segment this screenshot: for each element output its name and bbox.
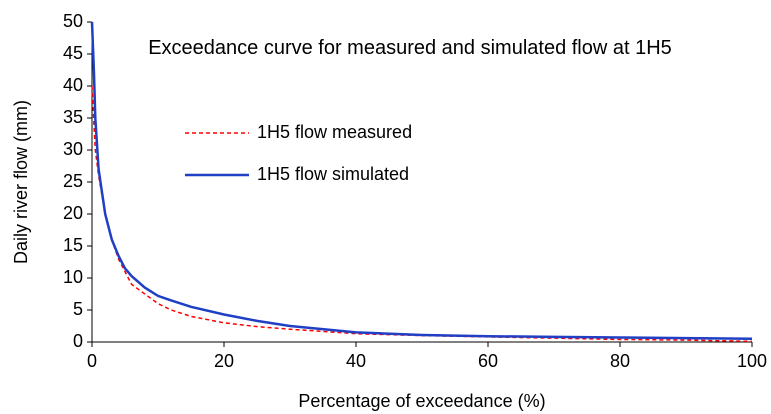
y-tick-label: 40 <box>63 75 83 95</box>
y-tick-label: 5 <box>73 299 83 319</box>
line-series <box>90 21 753 341</box>
chart-title: Exceedance curve for measured and simula… <box>148 37 672 59</box>
x-tick-label: 100 <box>737 351 767 371</box>
y-tick-label: 35 <box>63 107 83 127</box>
y-tick-label: 15 <box>63 235 83 255</box>
legend-label: 1H5 flow simulated <box>257 164 409 184</box>
x-tick-label: 40 <box>346 351 366 371</box>
y-axis-label: Daily river flow (mm) <box>11 100 31 264</box>
y-tick-label: 10 <box>63 267 83 287</box>
x-tick-label: 20 <box>214 351 234 371</box>
y-tick-label: 30 <box>63 139 83 159</box>
y-tick-label: 20 <box>63 203 83 223</box>
y-tick-label: 0 <box>73 331 83 351</box>
x-axis-label: Percentage of exceedance (%) <box>298 391 545 411</box>
y-tick-label: 25 <box>63 171 83 191</box>
x-tick-label: 80 <box>610 351 630 371</box>
y-tick-label: 50 <box>63 11 83 31</box>
x-tick-label: 0 <box>87 351 97 371</box>
legend-label: 1H5 flow measured <box>257 122 412 142</box>
y-tick-label: 45 <box>63 43 83 63</box>
x-tick-label: 60 <box>478 351 498 371</box>
line-series <box>91 85 753 343</box>
